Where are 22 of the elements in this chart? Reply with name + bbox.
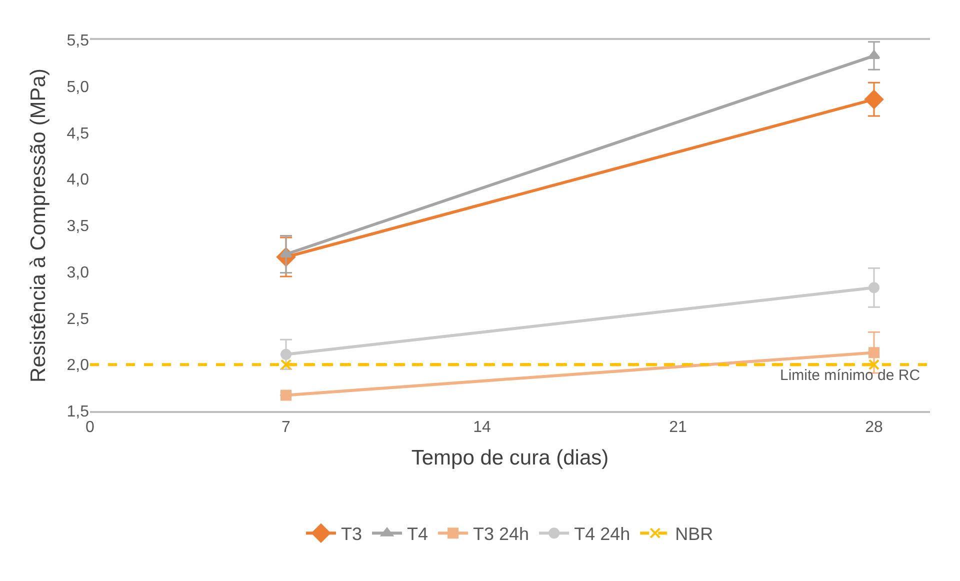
y-tick-label: 5,5 [66, 32, 90, 50]
x-tick-label: 21 [669, 418, 687, 436]
y-tick-label: 1,5 [66, 404, 90, 421]
legend-label: T4 24h [574, 524, 630, 544]
y-tick-label: 5,0 [66, 78, 90, 96]
legend-label: T3 [341, 524, 362, 544]
ref-line-label: Limite mínimo de RC [780, 367, 920, 384]
x-tick-label: 28 [865, 418, 883, 436]
y-tick-label: 4,0 [66, 172, 90, 189]
x-tick-label: 7 [282, 418, 291, 436]
x-tick-label: 14 [473, 418, 491, 436]
legend-label: NBR [675, 524, 714, 544]
y-tick-label: 4,5 [66, 125, 90, 142]
legend-label: T3 24h [473, 524, 530, 544]
y-tick-label: 3,0 [66, 264, 90, 282]
y-tick-label: 2,0 [66, 357, 90, 374]
legend-label: T4 [407, 524, 428, 544]
x-axis-title: Tempo de cura (dias) [411, 446, 609, 470]
y-axis-title: Resistência à Compressão (MPa) [26, 68, 50, 382]
y-tick-label: 3,5 [66, 218, 90, 236]
y-tick-label: 2,5 [66, 310, 90, 328]
x-tick-label: 0 [86, 418, 95, 436]
